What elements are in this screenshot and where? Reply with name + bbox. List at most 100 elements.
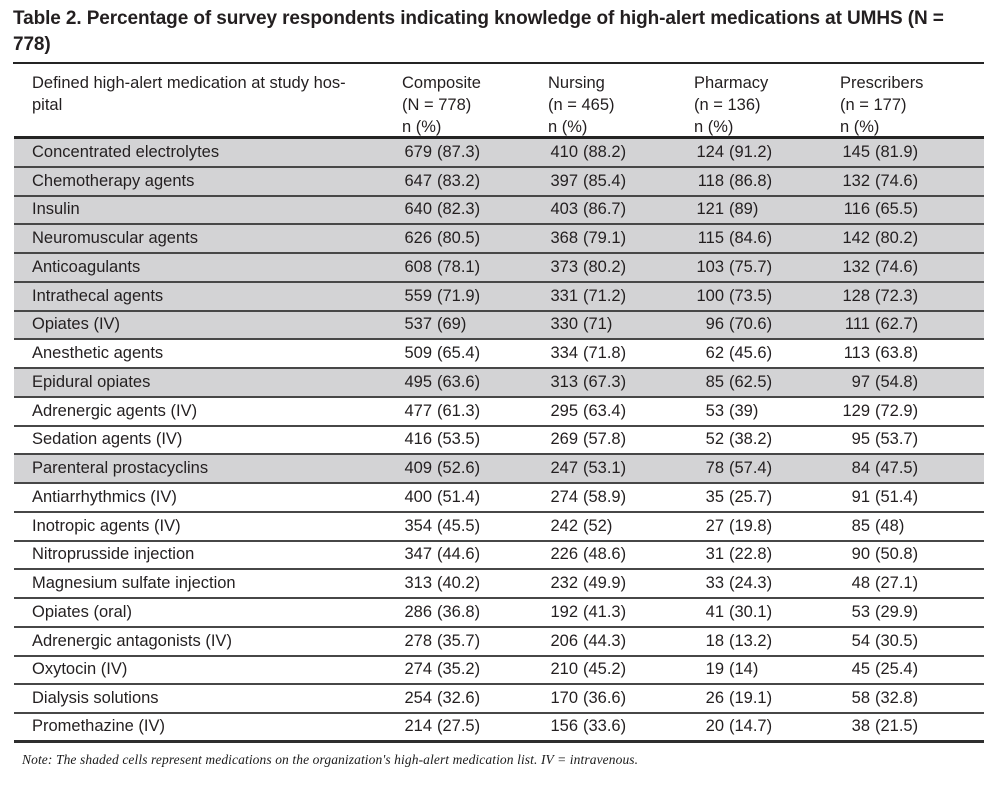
value-cell-prescribers: 48 (27.1) — [822, 574, 968, 593]
column-header-pharmacy: Pharmacy (n = 136) n (%) — [676, 64, 822, 136]
n-value: 214 — [404, 717, 432, 736]
n-value: 27 — [705, 516, 724, 535]
value-cell-composite: 286 (36.8) — [384, 603, 530, 622]
n-value: 226 — [550, 545, 578, 564]
medication-label: Opiates (IV) — [32, 315, 121, 334]
column-header-prescribers: Prescribers (n = 177) n (%) — [822, 64, 968, 136]
value-cell-composite: 679 (87.3) — [384, 143, 530, 162]
pct-value: (71.9) — [437, 286, 481, 305]
n-value: 45 — [851, 660, 870, 679]
value-cell-pharmacy: 85 (62.5) — [676, 373, 822, 392]
pct-value: (72.3) — [875, 286, 919, 305]
value-cell-pharmacy: 19 (14) — [676, 660, 822, 679]
pct-value: (88.2) — [583, 142, 627, 161]
pct-value: (78.1) — [437, 257, 481, 276]
value-cell-nursing: 269 (57.8) — [530, 430, 676, 449]
pct-value: (32.8) — [875, 689, 919, 708]
pct-value: (83.2) — [437, 171, 481, 190]
value-cell-pharmacy: 31 (22.8) — [676, 545, 822, 564]
column-n: (n = 136) — [694, 96, 761, 114]
value-cell-nursing: 274 (58.9) — [530, 488, 676, 507]
value-cell-pharmacy: 18 (13.2) — [676, 632, 822, 651]
pct-value: (35.2) — [437, 660, 481, 679]
pct-value: (30.1) — [729, 602, 773, 621]
pct-value: (49.9) — [583, 574, 627, 593]
n-value: 18 — [705, 631, 724, 650]
pct-value: (45.2) — [583, 660, 627, 679]
n-value: 269 — [550, 430, 578, 449]
column-n: (n = 177) — [840, 96, 907, 114]
value-cell-prescribers: 53 (29.9) — [822, 603, 968, 622]
value-cell-prescribers: 97 (54.8) — [822, 373, 968, 392]
n-value: 58 — [851, 689, 870, 708]
pct-value: (30.5) — [875, 631, 919, 650]
pct-value: (91.2) — [729, 142, 773, 161]
value-cell-prescribers: 116 (65.5) — [822, 200, 968, 219]
n-value: 85 — [851, 516, 870, 535]
n-value: 115 — [697, 229, 724, 248]
value-cell-prescribers: 85 (48) — [822, 517, 968, 536]
n-value: 278 — [404, 631, 432, 650]
n-value: 113 — [843, 344, 870, 363]
value-cell-nursing: 232 (49.9) — [530, 574, 676, 593]
value-cell-prescribers: 95 (53.7) — [822, 430, 968, 449]
value-cell-prescribers: 132 (74.6) — [822, 258, 968, 277]
n-value: 132 — [842, 257, 870, 276]
table-row: Antiarrhythmics (IV) 400 (51.4) 274 (58.9) 35… — [14, 484, 984, 513]
n-value: 84 — [851, 459, 870, 478]
value-cell-composite: 626 (80.5) — [384, 229, 530, 248]
value-cell-prescribers: 84 (47.5) — [822, 459, 968, 478]
n-value: 41 — [705, 602, 724, 621]
n-value: 354 — [404, 516, 432, 535]
value-cell-nursing: 206 (44.3) — [530, 632, 676, 651]
pct-value: (36.8) — [437, 602, 481, 621]
value-cell-prescribers: 54 (30.5) — [822, 632, 968, 651]
column-stat: n (%) — [402, 118, 442, 136]
pct-value: (72.9) — [875, 401, 919, 420]
value-cell-nursing: 397 (85.4) — [530, 172, 676, 191]
n-value: 103 — [696, 257, 724, 276]
value-cell-pharmacy: 33 (24.3) — [676, 574, 822, 593]
value-cell-prescribers: 129 (72.9) — [822, 402, 968, 421]
n-value: 254 — [404, 689, 432, 708]
table-row: Dialysis solutions 254 (32.6) 170 (36.6) 26 (1… — [14, 685, 984, 714]
n-value: 100 — [696, 286, 724, 305]
medication-label: Anesthetic agents — [32, 344, 164, 363]
value-cell-nursing: 156 (33.6) — [530, 717, 676, 736]
pct-value: (63.6) — [437, 372, 481, 391]
n-value: 400 — [404, 487, 432, 506]
value-cell-prescribers: 142 (80.2) — [822, 229, 968, 248]
value-cell-composite: 477 (61.3) — [384, 402, 530, 421]
pct-value: (65.4) — [437, 344, 481, 363]
table-row: Intrathecal agents 559 (71.9) 331 (71.2) 100 (… — [14, 282, 984, 312]
medication-label: Adrenergic antagonists (IV) — [32, 631, 232, 650]
pct-value: (19.8) — [729, 516, 773, 535]
table-title-line1: Table 2. Percentage of survey respondent… — [13, 8, 944, 29]
value-cell-composite: 400 (51.4) — [384, 488, 530, 507]
pct-value: (74.6) — [875, 257, 919, 276]
value-cell-prescribers: 90 (50.8) — [822, 545, 968, 564]
value-cell-composite: 254 (32.6) — [384, 689, 530, 708]
value-cell-pharmacy: 27 (19.8) — [676, 517, 822, 536]
n-value: 116 — [843, 200, 870, 219]
value-cell-pharmacy: 78 (57.4) — [676, 459, 822, 478]
value-cell-nursing: 410 (88.2) — [530, 143, 676, 162]
n-value: 330 — [550, 315, 578, 334]
column-header-medication-line1: Defined high-alert medication at study h… — [32, 74, 346, 92]
n-value: 679 — [404, 142, 432, 161]
n-value: 242 — [550, 516, 578, 535]
column-group: Composite — [402, 74, 481, 92]
pct-value: (14) — [729, 660, 759, 679]
pct-value: (19.1) — [729, 689, 773, 708]
value-cell-prescribers: 111 (62.7) — [822, 315, 968, 334]
value-cell-prescribers: 113 (63.8) — [822, 344, 968, 363]
n-value: 477 — [404, 401, 432, 420]
n-value: 53 — [705, 401, 724, 420]
pct-value: (86.7) — [583, 200, 627, 219]
column-stat: n (%) — [548, 118, 588, 136]
pct-value: (52) — [583, 516, 613, 535]
n-value: 295 — [550, 401, 578, 420]
value-cell-nursing: 373 (80.2) — [530, 258, 676, 277]
medication-label: Adrenergic agents (IV) — [32, 401, 198, 420]
pct-value: (50.8) — [875, 545, 919, 564]
